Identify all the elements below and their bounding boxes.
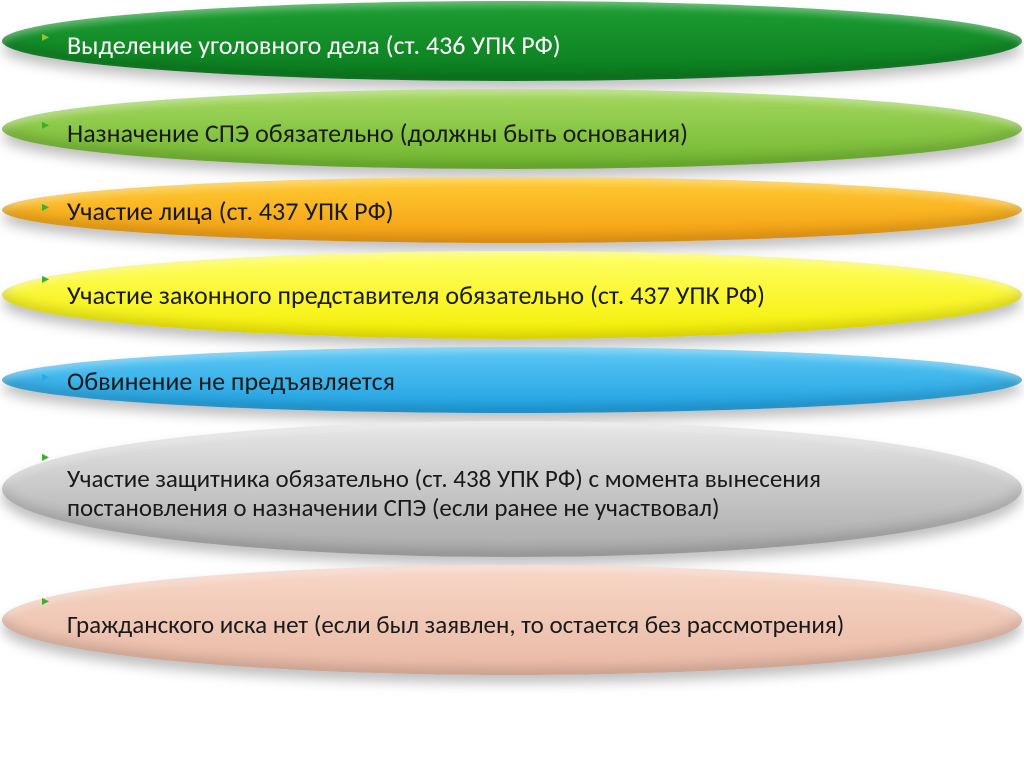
item-text: Участие законного представителя обязател…: [67, 281, 765, 311]
slide-container: ▸ Выделение уголовного дела (ст. 436 УПК …: [0, 0, 1024, 767]
ellipse-item-5: ▸ Обвинение не предъявляется: [2, 347, 1022, 413]
ellipse-item-1: ▸ Выделение уголовного дела (ст. 436 УПК …: [2, 1, 1022, 81]
item-text: Назначение СПЭ обязательно (должны быть …: [67, 119, 688, 149]
ellipse-item-6: ▸ Участие защитника обязательно (ст. 438 …: [2, 421, 1022, 557]
bullet-icon: ▸: [42, 272, 49, 286]
bullet-icon: ▸: [42, 370, 49, 384]
bullet-icon: ▸: [42, 594, 49, 608]
ellipse-item-2: ▸ Назначение СПЭ обязательно (должны быть…: [2, 89, 1022, 169]
bullet-icon: ▸: [42, 118, 49, 132]
item-text: Обвинение не предъявляется: [67, 367, 395, 397]
ellipse-item-3: ▸ Участие лица (ст. 437 УПК РФ): [2, 177, 1022, 243]
ellipse-item-7: ▸ Гражданского иска нет (если был заявлен…: [2, 565, 1022, 675]
ellipse-item-4: ▸ Участие законного представителя обязате…: [2, 251, 1022, 339]
item-text: Участие защитника обязательно (ст. 438 У…: [67, 465, 982, 523]
item-text: Гражданского иска нет (если был заявлен,…: [67, 611, 844, 640]
bullet-icon: ▸: [42, 200, 49, 214]
item-text: Участие лица (ст. 437 УПК РФ): [67, 197, 394, 227]
bullet-icon: ▸: [42, 450, 49, 464]
item-text: Выделение уголовного дела (ст. 436 УПК Р…: [67, 31, 561, 61]
bullet-icon: ▸: [42, 30, 49, 44]
